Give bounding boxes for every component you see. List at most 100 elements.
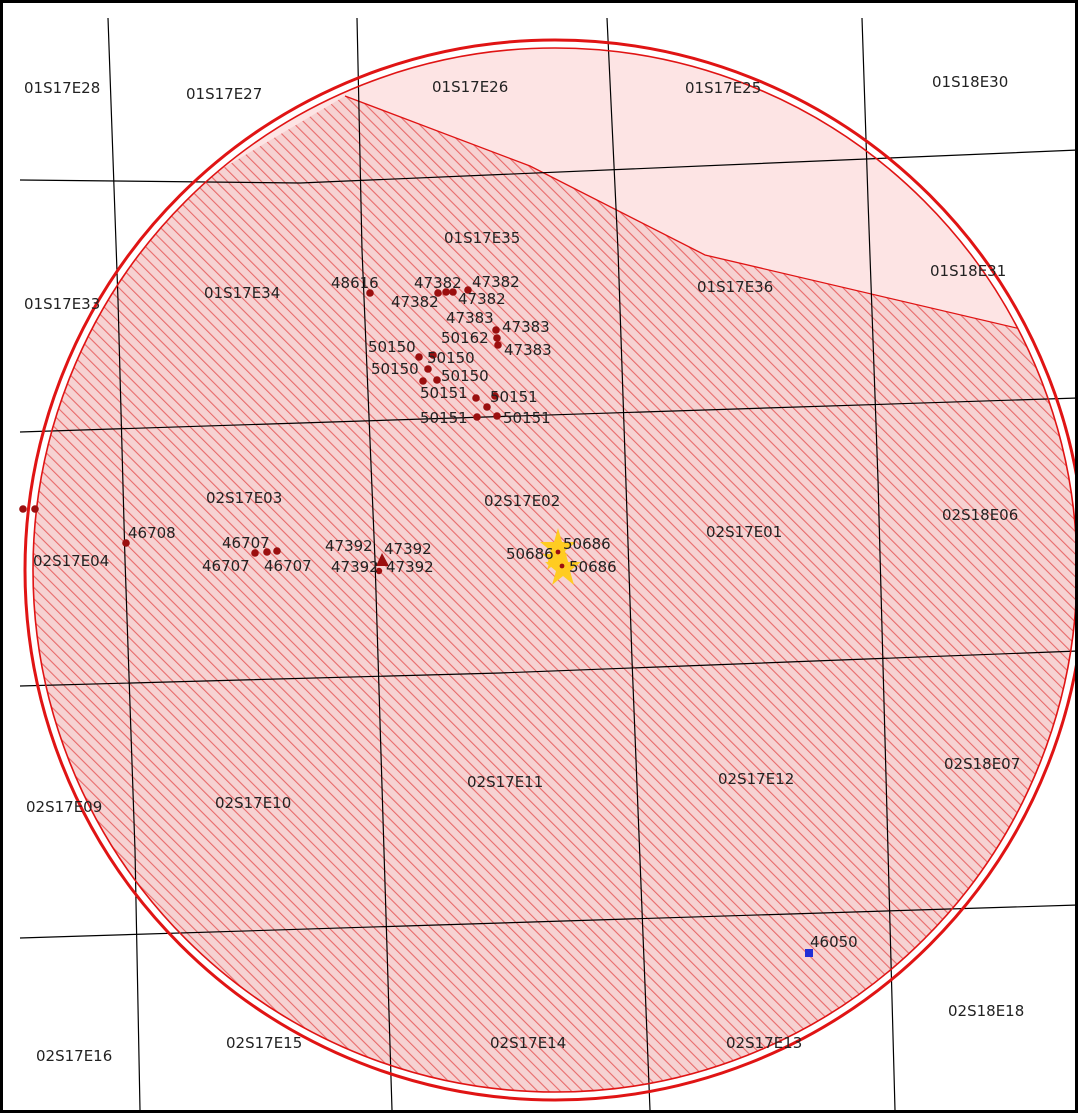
grid-line: [356, 17, 393, 1111]
well-point-marker[interactable]: [273, 547, 281, 555]
well-label: 48616: [331, 274, 379, 292]
section-label: 01S18E30: [932, 73, 1008, 91]
section-label: 02S17E13: [726, 1034, 802, 1052]
well-label: 47392: [325, 537, 373, 555]
well-point-marker[interactable]: [492, 326, 500, 334]
section-labels: 01S17E28 01S17E27 01S17E26 01S17E25 01S1…: [24, 73, 1024, 1065]
section-label: 02S18E07: [944, 755, 1020, 773]
section-label: 02S17E15: [226, 1034, 302, 1052]
well-label: 46707: [264, 557, 312, 575]
well-label: 47382: [414, 274, 462, 292]
grid-line: [19, 397, 1078, 433]
well-label: 50151: [503, 409, 551, 427]
section-label: 01S17E27: [186, 85, 262, 103]
grid-line: [861, 17, 896, 1111]
grid-line: [19, 904, 1078, 939]
well-point-marker[interactable]: [449, 288, 457, 296]
well-point-marker[interactable]: [493, 334, 501, 342]
well-point-marker[interactable]: [464, 286, 472, 294]
section-label: 01S17E26: [432, 78, 508, 96]
well-point-marker[interactable]: [424, 365, 432, 373]
section-label: 01S17E33: [24, 295, 100, 313]
grid-line: [19, 650, 1078, 687]
well-point-marker[interactable]: [483, 403, 491, 411]
well-point-marker[interactable]: [433, 376, 441, 384]
section-label: 02S17E09: [26, 798, 102, 816]
well-triangle-marker[interactable]: [376, 553, 389, 566]
star-icon[interactable]: [540, 528, 576, 565]
well-label: 50151: [420, 409, 468, 427]
well-point-marker[interactable]: [263, 548, 271, 556]
well-label: 47383: [502, 318, 550, 336]
section-label: 02S18E18: [948, 1002, 1024, 1020]
well-label: 50150: [371, 360, 419, 378]
well-label: 50162: [441, 329, 489, 347]
section-label: 02S17E04: [33, 552, 109, 570]
well-label: 47382: [458, 290, 506, 308]
well-label: 50151: [420, 384, 468, 402]
well-point-marker[interactable]: [559, 563, 565, 569]
well-point-marker[interactable]: [555, 549, 561, 555]
section-label: 01S17E35: [444, 229, 520, 247]
well-point-marker[interactable]: [429, 351, 437, 359]
section-label: 02S17E11: [467, 773, 543, 791]
well-point-marker[interactable]: [419, 377, 427, 385]
grid-line: [107, 17, 141, 1111]
section-label: 01S18E31: [930, 262, 1006, 280]
well-point-marker[interactable]: [415, 353, 423, 361]
well-label: 47383: [446, 309, 494, 327]
section-label: 02S18E06: [942, 506, 1018, 524]
well-label: 47383: [504, 341, 552, 359]
well-label: 47382: [472, 273, 520, 291]
buffer-outer-circle: [23, 38, 1078, 1102]
section-label: 01S17E34: [204, 284, 280, 302]
well-point-marker[interactable]: [366, 289, 374, 297]
well-markers: [19, 286, 502, 575]
well-label: 50150: [441, 367, 489, 385]
well-label: 47392: [331, 558, 379, 576]
well-labels: 48616 47382 47382 47382 47382 47383 4738…: [128, 273, 858, 951]
well-point-marker[interactable]: [494, 341, 502, 349]
well-label: 50151: [490, 388, 538, 406]
well-label: 50686: [569, 558, 617, 576]
section-label: 02S17E16: [36, 1047, 112, 1065]
well-label: 47382: [391, 293, 439, 311]
well-point-marker[interactable]: [472, 394, 480, 402]
section-label: 02S17E02: [484, 492, 560, 510]
section-label: 02S17E03: [206, 489, 282, 507]
buffer-hatched-area: [33, 96, 1077, 1092]
well-point-marker[interactable]: [434, 289, 442, 297]
well-label: 47392: [386, 558, 434, 576]
well-point-marker[interactable]: [31, 505, 39, 513]
hatch-boundary-line: [344, 95, 1026, 331]
star-cluster: [540, 528, 581, 585]
blue-square-marker[interactable]: [805, 949, 813, 957]
well-point-marker[interactable]: [122, 539, 130, 547]
well-label: 46707: [222, 534, 270, 552]
section-label: 02S17E14: [490, 1034, 566, 1052]
section-label: 01S17E36: [697, 278, 773, 296]
well-label: 50686: [563, 535, 611, 553]
well-label: 50150: [427, 349, 475, 367]
well-point-marker[interactable]: [493, 412, 501, 420]
well-label: 46050: [810, 933, 858, 951]
well-point-marker[interactable]: [375, 567, 383, 575]
well-point-marker[interactable]: [251, 549, 259, 557]
well-label: 46707: [202, 557, 250, 575]
well-label: 46708: [128, 524, 176, 542]
section-grid: [19, 17, 1078, 1111]
section-label: 02S17E12: [718, 770, 794, 788]
well-label: 50150: [368, 338, 416, 356]
well-point-marker[interactable]: [491, 392, 499, 400]
well-point-marker[interactable]: [442, 288, 450, 296]
well-label: 50686: [506, 545, 554, 563]
well-point-marker[interactable]: [473, 413, 481, 421]
section-label: 01S17E28: [24, 79, 100, 97]
grid-line: [606, 17, 651, 1111]
section-label: 01S17E25: [685, 79, 761, 97]
well-point-marker[interactable]: [19, 505, 27, 513]
well-label: 47392: [384, 540, 432, 558]
star-icon[interactable]: [542, 544, 568, 570]
section-label: 02S17E10: [215, 794, 291, 812]
